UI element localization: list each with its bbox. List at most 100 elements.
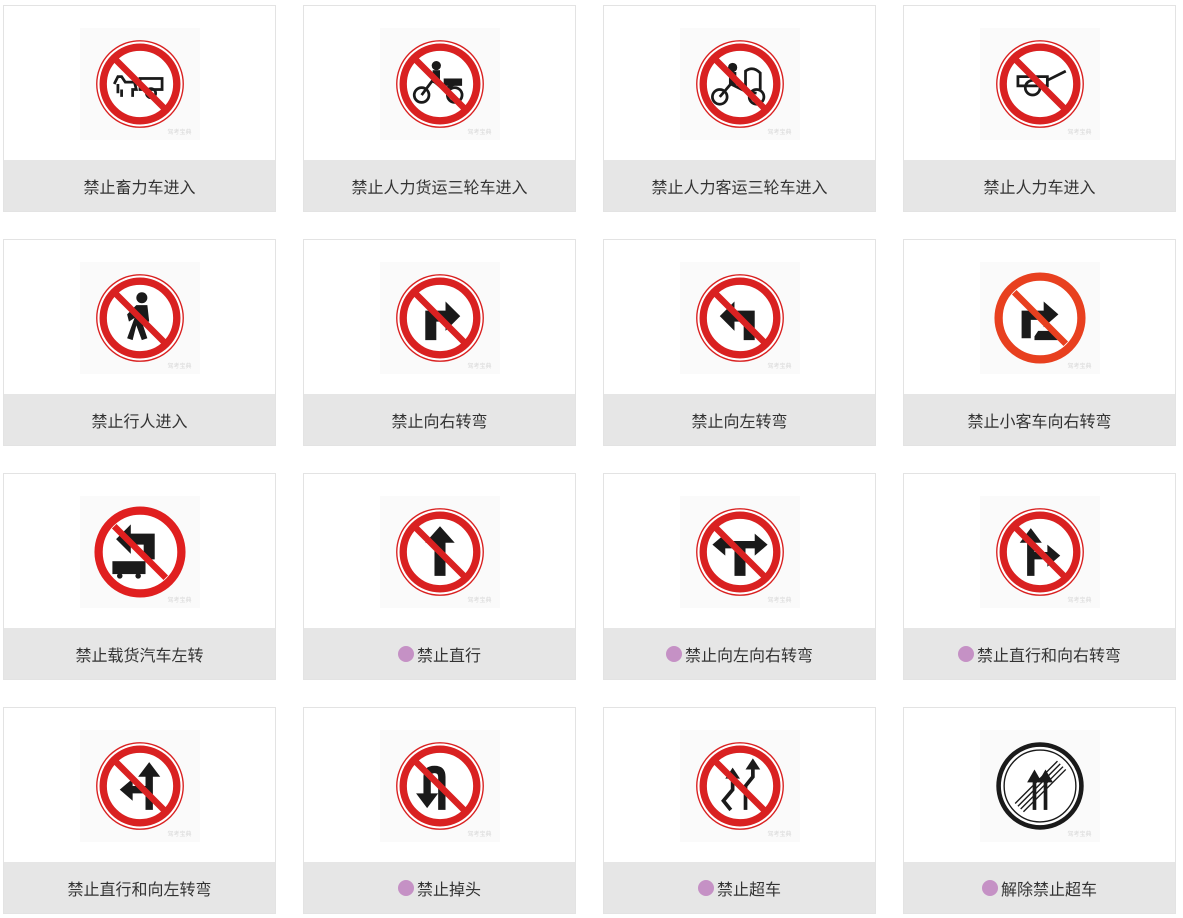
sign-caption: 禁止载货汽车左转 (4, 628, 275, 679)
sign-caption: 禁止直行和向右转弯 (904, 628, 1175, 679)
sign-card[interactable]: 驾考宝典 禁止向左转弯 (603, 239, 876, 446)
no-cargo-tricycle-icon (395, 40, 484, 128)
sign-card[interactable]: 驾考宝典 禁止人力货运三轮车进入 (303, 5, 576, 212)
sign-caption: 禁止直行 (304, 628, 575, 679)
watermark: 驾考宝典 (1067, 129, 1092, 136)
sign-label: 解除禁止超车 (1000, 879, 1097, 899)
sign-image: 驾考宝典 (79, 28, 200, 140)
sign-image: 驾考宝典 (79, 262, 200, 374)
watermark: 驾考宝典 (467, 129, 492, 136)
sign-image: 驾考宝典 (379, 28, 500, 140)
sign-label: 禁止人力货运三轮车进入 (351, 177, 528, 197)
sign-caption: 解除禁止超车 (904, 862, 1175, 913)
watermark: 驾考宝典 (167, 129, 192, 136)
sign-card[interactable]: 驾考宝典 禁止载货汽车左转 (3, 473, 276, 680)
sign-image: 驾考宝典 (679, 262, 800, 374)
sign-card[interactable]: 驾考宝典 禁止畜力车进入 (3, 5, 276, 212)
sign-card[interactable]: 驾考宝典 禁止行人进入 (3, 239, 276, 446)
sign-label: 禁止直行和向左转弯 (67, 879, 212, 899)
sign-caption: 禁止人力货运三轮车进入 (304, 160, 575, 211)
sign-image: 驾考宝典 (79, 496, 200, 608)
sign-label: 禁止人力车进入 (983, 177, 1096, 197)
watermark: 驾考宝典 (767, 831, 792, 838)
watermark: 驾考宝典 (1067, 831, 1092, 838)
no-right-turn-icon (395, 274, 484, 362)
sign-label: 禁止畜力车进入 (83, 177, 196, 197)
sign-label: 禁止超车 (716, 879, 781, 899)
watermark: 驾考宝典 (467, 363, 492, 370)
no-straight-left-icon (95, 742, 184, 830)
dot-icon (397, 879, 414, 896)
sign-caption: 禁止人力客运三轮车进入 (604, 160, 875, 211)
dot-icon (397, 645, 414, 662)
sign-caption: 禁止掉头 (304, 862, 575, 913)
sign-card[interactable]: 驾考宝典 禁止人力客运三轮车进入 (603, 5, 876, 212)
sign-card[interactable]: 驾考宝典 禁止向左向右转弯 (603, 473, 876, 680)
sign-caption: 禁止向右转弯 (304, 394, 575, 445)
no-pedestrian-icon (95, 274, 184, 362)
no-straight-right-icon (995, 508, 1084, 596)
sign-image: 驾考宝典 (979, 28, 1100, 140)
sign-label: 禁止人力客运三轮车进入 (651, 177, 828, 197)
sign-label: 禁止掉头 (416, 879, 481, 899)
sign-card[interactable]: 驾考宝典 禁止小客车向右转弯 (903, 239, 1176, 446)
no-car-right-turn-icon (993, 272, 1086, 364)
watermark: 驾考宝典 (167, 597, 192, 604)
sign-card[interactable]: 驾考宝典 禁止向右转弯 (303, 239, 576, 446)
watermark: 驾考宝典 (767, 129, 792, 136)
sign-card[interactable]: 驾考宝典 禁止掉头 (303, 707, 576, 914)
sign-image: 驾考宝典 (79, 730, 200, 842)
watermark: 驾考宝典 (467, 831, 492, 838)
no-handcart-icon (995, 40, 1084, 128)
sign-caption: 禁止人力车进入 (904, 160, 1175, 211)
sign-image: 驾考宝典 (679, 28, 800, 140)
dot-icon (665, 645, 682, 662)
sign-card[interactable]: 驾考宝典 禁止超车 (603, 707, 876, 914)
dot-icon (981, 879, 998, 896)
no-left-turn-icon (695, 274, 784, 362)
sign-label: 禁止载货汽车左转 (75, 645, 204, 665)
sign-image: 驾考宝典 (379, 496, 500, 608)
watermark: 驾考宝典 (767, 363, 792, 370)
watermark: 驾考宝典 (1067, 597, 1092, 604)
sign-image: 驾考宝典 (979, 262, 1100, 374)
no-straight-icon (395, 508, 484, 596)
sign-caption: 禁止行人进入 (4, 394, 275, 445)
sign-label: 禁止直行和向右转弯 (976, 645, 1121, 665)
sign-caption: 禁止向左向右转弯 (604, 628, 875, 679)
watermark: 驾考宝典 (167, 363, 192, 370)
no-u-turn-icon (395, 742, 484, 830)
dot-icon (957, 645, 974, 662)
sign-caption: 禁止超车 (604, 862, 875, 913)
sign-card[interactable]: 驾考宝典 禁止直行 (303, 473, 576, 680)
end-no-overtaking-icon (995, 742, 1084, 830)
no-animal-cart-icon (95, 40, 184, 128)
sign-card[interactable]: 驾考宝典 解除禁止超车 (903, 707, 1176, 914)
sign-image: 驾考宝典 (679, 730, 800, 842)
sign-label: 禁止向左向右转弯 (684, 645, 813, 665)
sign-caption: 禁止向左转弯 (604, 394, 875, 445)
sign-label: 禁止行人进入 (91, 411, 188, 431)
no-left-right-turn-icon (695, 508, 784, 596)
sign-image: 驾考宝典 (679, 496, 800, 608)
no-passenger-tricycle-icon (695, 40, 784, 128)
sign-card[interactable]: 驾考宝典 禁止人力车进入 (903, 5, 1176, 212)
sign-caption: 禁止小客车向右转弯 (904, 394, 1175, 445)
sign-image: 驾考宝典 (379, 262, 500, 374)
watermark: 驾考宝典 (467, 597, 492, 604)
sign-card[interactable]: 驾考宝典 禁止直行和向左转弯 (3, 707, 276, 914)
watermark: 驾考宝典 (167, 831, 192, 838)
dot-icon (697, 879, 714, 896)
sign-label: 禁止小客车向右转弯 (967, 411, 1112, 431)
no-overtaking-icon (695, 742, 784, 830)
sign-caption: 禁止畜力车进入 (4, 160, 275, 211)
sign-card[interactable]: 驾考宝典 禁止直行和向右转弯 (903, 473, 1176, 680)
sign-caption: 禁止直行和向左转弯 (4, 862, 275, 913)
watermark: 驾考宝典 (1067, 363, 1092, 370)
sign-label: 禁止向左转弯 (691, 411, 788, 431)
no-truck-left-turn-icon (93, 506, 186, 598)
sign-label: 禁止直行 (416, 645, 481, 665)
sign-image: 驾考宝典 (979, 730, 1100, 842)
watermark: 驾考宝典 (767, 597, 792, 604)
sign-image: 驾考宝典 (379, 730, 500, 842)
